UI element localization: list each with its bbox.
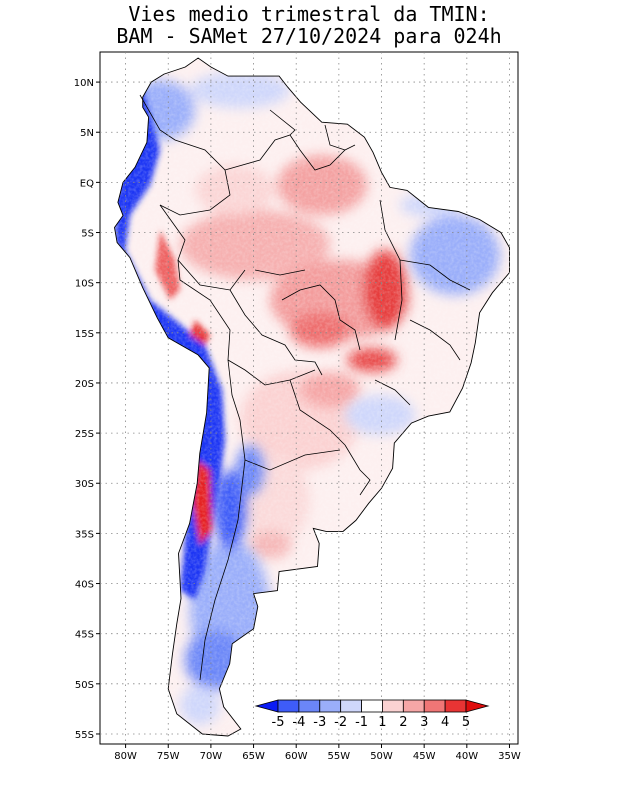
lon-tick-label: 75W: [157, 751, 180, 762]
colorbar-segment: [402, 699, 425, 713]
colorbar-segment: [298, 699, 321, 713]
colorbar-segment: [277, 699, 300, 713]
lat-tick-label: 55S: [75, 730, 94, 741]
colorbar-label: -4: [292, 715, 305, 730]
colorbar-max-arrow: [465, 699, 490, 713]
colorbar-label: 2: [399, 715, 407, 730]
axis-ticks: 80W 75W 70W 65W 60W 55W 50W 45W 40W 35W 10N 5N EQ 5S 1…: [74, 78, 521, 762]
colorbar-segment: [423, 699, 446, 713]
colorbar-label: -3: [313, 715, 326, 730]
lat-tick-label: 40S: [75, 580, 94, 591]
colorbar-label: -5: [272, 715, 285, 730]
colorbar-label: 3: [420, 715, 428, 730]
colorbar-label: 5: [462, 715, 470, 730]
colorbar-segment: [382, 699, 404, 713]
grid-lines: [100, 52, 518, 744]
colorbar-label: -1: [355, 715, 368, 730]
lon-tick-label: 55W: [328, 751, 351, 762]
lat-tick-label: 30S: [75, 479, 94, 490]
lon-tick-label: 60W: [285, 751, 308, 762]
colorbar: -5 -4 -3 -2 -1 1 2 3 4 5: [254, 699, 490, 730]
colorbar-segment: [319, 699, 342, 713]
colorbar-segment: [340, 699, 362, 713]
lat-tick-label: 10S: [75, 279, 94, 290]
lat-tick-label: 5S: [81, 229, 94, 240]
lat-tick-label: 15S: [75, 329, 94, 340]
colorbar-label: -2: [334, 715, 347, 730]
colorbar-label: 4: [441, 715, 449, 730]
coastline: [114, 57, 510, 737]
map-title-line-1: Vies medio trimestral da TMIN:: [128, 2, 490, 26]
colorbar-label: 1: [378, 715, 386, 730]
lat-tick-label: 50S: [75, 680, 94, 691]
lon-tick-label: 70W: [200, 751, 223, 762]
lon-tick-label: 40W: [456, 751, 479, 762]
lat-tick-label: 20S: [75, 379, 94, 390]
map-title-line-2: BAM - SAMet 27/10/2024 para 024h: [116, 24, 502, 48]
lon-tick-label: 80W: [114, 751, 137, 762]
lat-tick-label: 5N: [80, 128, 94, 139]
lat-tick-label: 10N: [74, 78, 94, 89]
lat-tick-label: 35S: [75, 529, 94, 540]
lat-tick-label: 25S: [75, 429, 94, 440]
lat-tick-label: 45S: [75, 630, 94, 641]
colorbar-segment: [361, 699, 383, 713]
country-borders: [139, 94, 471, 681]
lon-tick-label: 65W: [242, 751, 265, 762]
colorbar-segment: [444, 699, 467, 713]
lon-tick-label: 45W: [413, 751, 436, 762]
lon-tick-label: 35W: [498, 751, 521, 762]
lat-tick-label: EQ: [80, 178, 94, 189]
lon-tick-label: 50W: [370, 751, 393, 762]
